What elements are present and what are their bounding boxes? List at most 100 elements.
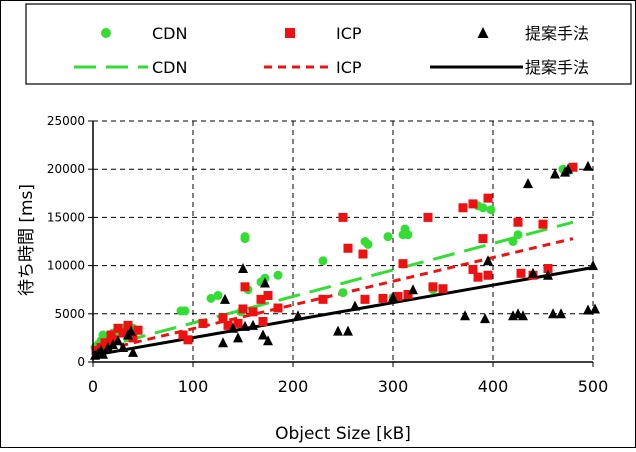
x-tick-label: 400 <box>478 377 509 396</box>
data-point-series-2 <box>260 277 270 288</box>
data-point-series-0 <box>240 232 250 242</box>
data-point-series-1 <box>223 320 233 330</box>
data-point-series-0 <box>383 232 393 242</box>
data-point-series-2 <box>220 293 230 304</box>
data-point-series-0 <box>318 256 328 266</box>
legend-marker-2 <box>477 27 489 38</box>
data-point-series-2 <box>343 325 353 336</box>
data-point-series-1 <box>258 317 268 327</box>
data-point-series-1 <box>106 330 116 340</box>
data-point-series-1 <box>438 284 448 294</box>
legend-label-marker-1: ICP <box>336 24 362 43</box>
data-point-series-1 <box>318 294 328 304</box>
data-point-series-1 <box>256 294 266 304</box>
x-tick-label: 100 <box>178 377 209 396</box>
data-point-series-0 <box>363 239 373 249</box>
x-axis-label: Object Size [kB] <box>275 424 411 444</box>
data-points <box>90 160 600 360</box>
data-point-series-0 <box>206 293 216 303</box>
data-point-series-2 <box>98 348 108 359</box>
data-point-series-1 <box>133 325 143 335</box>
data-point-series-1 <box>516 268 526 278</box>
data-point-series-2 <box>460 310 470 321</box>
data-point-series-1 <box>183 335 193 345</box>
data-point-series-0 <box>213 290 223 300</box>
data-point-series-1 <box>338 212 348 222</box>
data-point-series-2 <box>408 284 418 295</box>
data-point-series-1 <box>478 234 488 244</box>
data-point-series-1 <box>128 333 138 343</box>
data-point-series-2 <box>248 319 258 330</box>
data-point-series-2 <box>528 267 538 278</box>
data-point-series-2 <box>518 310 528 321</box>
data-point-series-1 <box>378 293 388 303</box>
x-tick-label: 0 <box>88 377 98 396</box>
data-point-series-2 <box>556 308 566 319</box>
data-point-series-2 <box>583 304 593 315</box>
data-point-series-1 <box>458 203 468 213</box>
data-point-series-1 <box>343 243 353 253</box>
data-point-series-1 <box>483 193 493 203</box>
data-point-series-2 <box>388 291 398 302</box>
y-tick-label: 0 <box>77 355 85 369</box>
y-tick-label: 20000 <box>47 162 85 176</box>
data-point-series-2 <box>258 329 268 340</box>
data-point-series-0 <box>513 230 523 240</box>
data-point-series-1 <box>263 290 273 300</box>
data-point-series-1 <box>398 259 408 269</box>
data-point-series-1 <box>240 282 250 292</box>
x-tick-label: 300 <box>378 377 409 396</box>
data-point-series-1 <box>468 199 478 209</box>
y-axis-label: 待ち時間 [ms] <box>17 184 37 296</box>
data-point-series-1 <box>248 307 258 317</box>
trendline-0 <box>92 220 574 351</box>
data-point-series-2 <box>113 335 123 346</box>
data-point-series-2 <box>108 339 118 350</box>
data-point-series-1 <box>393 291 403 301</box>
data-point-series-2 <box>238 262 248 273</box>
data-point-series-2 <box>228 322 238 333</box>
data-point-series-2 <box>548 308 558 319</box>
data-point-series-1 <box>403 290 413 300</box>
data-point-series-1 <box>513 217 523 227</box>
data-point-series-1 <box>483 270 493 280</box>
trendline-2 <box>92 266 594 357</box>
data-point-series-2 <box>350 300 360 311</box>
data-point-series-0 <box>508 237 518 246</box>
data-point-series-1 <box>218 313 228 323</box>
data-point-series-2 <box>543 269 553 280</box>
data-point-series-2 <box>126 325 136 336</box>
trendline-1 <box>92 237 574 354</box>
data-point-series-1 <box>473 272 483 282</box>
data-point-series-1 <box>123 320 133 330</box>
data-point-series-2 <box>480 313 490 324</box>
legend-label-line-0: CDN <box>152 58 187 77</box>
data-point-series-1 <box>238 304 248 314</box>
data-point-series-1 <box>273 303 283 313</box>
data-point-series-0 <box>486 205 496 215</box>
data-point-series-1 <box>178 330 188 340</box>
legend-marker-0 <box>101 28 111 38</box>
data-point-series-1 <box>423 212 433 222</box>
data-point-series-0 <box>180 306 190 316</box>
data-point-series-1 <box>428 282 438 292</box>
data-point-series-0 <box>478 203 488 213</box>
data-point-series-1 <box>543 263 553 273</box>
data-point-series-1 <box>198 318 208 328</box>
legend-label-line-1: ICP <box>336 58 362 77</box>
data-point-series-2 <box>233 332 243 343</box>
legend-box <box>25 3 632 85</box>
data-point-series-1 <box>568 162 578 172</box>
data-point-series-1 <box>100 338 110 348</box>
data-point-series-1 <box>360 294 370 304</box>
data-point-series-2 <box>240 320 250 331</box>
data-point-series-2 <box>550 168 560 179</box>
x-tick-label: 200 <box>278 377 309 396</box>
y-tick-label: 15000 <box>47 210 85 224</box>
data-point-series-2 <box>103 342 113 353</box>
data-point-series-2 <box>483 255 493 266</box>
data-point-series-2 <box>333 325 343 336</box>
data-point-series-1 <box>358 249 368 259</box>
